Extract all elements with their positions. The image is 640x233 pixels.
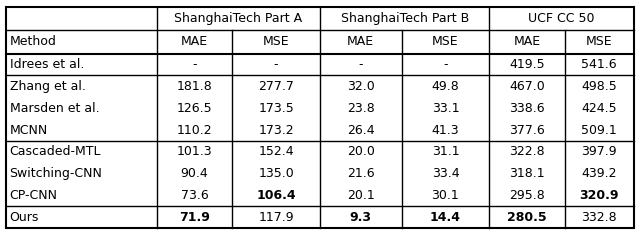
Text: -: - (274, 58, 278, 71)
Text: 9.3: 9.3 (350, 211, 372, 224)
Text: -: - (192, 58, 197, 71)
Text: 541.6: 541.6 (581, 58, 617, 71)
Text: 14.4: 14.4 (430, 211, 461, 224)
Text: Cascaded-MTL: Cascaded-MTL (10, 145, 101, 158)
Text: -: - (443, 58, 448, 71)
Text: 377.6: 377.6 (509, 123, 545, 137)
Text: 73.6: 73.6 (180, 189, 209, 202)
Text: 181.8: 181.8 (177, 80, 212, 93)
Text: 318.1: 318.1 (509, 167, 545, 180)
Text: ShanghaiTech Part B: ShanghaiTech Part B (340, 12, 468, 25)
Text: Ours: Ours (10, 211, 39, 224)
Text: 49.8: 49.8 (431, 80, 460, 93)
Text: 31.1: 31.1 (431, 145, 460, 158)
Text: -: - (358, 58, 363, 71)
Text: 338.6: 338.6 (509, 102, 545, 115)
Text: 106.4: 106.4 (256, 189, 296, 202)
Text: 322.8: 322.8 (509, 145, 545, 158)
Text: 126.5: 126.5 (177, 102, 212, 115)
Text: 424.5: 424.5 (581, 102, 617, 115)
Text: 295.8: 295.8 (509, 189, 545, 202)
Text: 280.5: 280.5 (507, 211, 547, 224)
Text: 20.0: 20.0 (347, 145, 374, 158)
Text: 135.0: 135.0 (258, 167, 294, 180)
Text: 419.5: 419.5 (509, 58, 545, 71)
Text: 397.9: 397.9 (581, 145, 617, 158)
Text: 110.2: 110.2 (177, 123, 212, 137)
Text: UCF CC 50: UCF CC 50 (528, 12, 595, 25)
Text: MAE: MAE (181, 35, 208, 48)
Text: Zhang et al.: Zhang et al. (10, 80, 86, 93)
Text: 173.5: 173.5 (258, 102, 294, 115)
Text: 101.3: 101.3 (177, 145, 212, 158)
Text: MSE: MSE (263, 35, 289, 48)
Text: 33.1: 33.1 (431, 102, 460, 115)
Text: MAE: MAE (348, 35, 374, 48)
Text: 41.3: 41.3 (431, 123, 460, 137)
Text: 498.5: 498.5 (581, 80, 617, 93)
Text: 20.1: 20.1 (347, 189, 374, 202)
Text: 509.1: 509.1 (581, 123, 617, 137)
Text: 117.9: 117.9 (259, 211, 294, 224)
Text: 332.8: 332.8 (581, 211, 617, 224)
Text: 439.2: 439.2 (581, 167, 617, 180)
Text: 467.0: 467.0 (509, 80, 545, 93)
Text: 277.7: 277.7 (258, 80, 294, 93)
Text: MSE: MSE (432, 35, 459, 48)
Text: 320.9: 320.9 (579, 189, 619, 202)
Text: 30.1: 30.1 (431, 189, 460, 202)
Text: 152.4: 152.4 (259, 145, 294, 158)
Text: Switching-CNN: Switching-CNN (10, 167, 102, 180)
Text: MAE: MAE (513, 35, 541, 48)
Text: 33.4: 33.4 (431, 167, 460, 180)
Text: Idrees et al.: Idrees et al. (10, 58, 84, 71)
Text: 71.9: 71.9 (179, 211, 210, 224)
Text: 173.2: 173.2 (259, 123, 294, 137)
Text: Marsden et al.: Marsden et al. (10, 102, 99, 115)
Text: MSE: MSE (586, 35, 612, 48)
Text: Method: Method (10, 35, 56, 48)
Text: CP-CNN: CP-CNN (10, 189, 58, 202)
Text: 21.6: 21.6 (347, 167, 374, 180)
Text: MCNN: MCNN (10, 123, 48, 137)
Text: 90.4: 90.4 (180, 167, 209, 180)
Text: ShanghaiTech Part A: ShanghaiTech Part A (175, 12, 303, 25)
Text: 26.4: 26.4 (347, 123, 374, 137)
Text: 32.0: 32.0 (347, 80, 374, 93)
Text: 23.8: 23.8 (347, 102, 374, 115)
